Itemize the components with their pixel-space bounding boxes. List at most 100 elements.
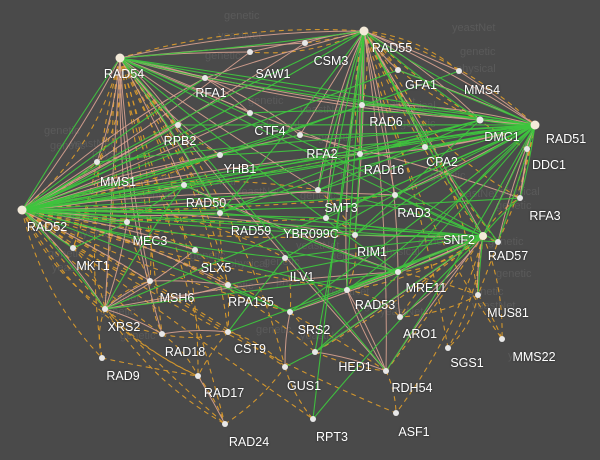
graph-node-cst9[interactable] bbox=[225, 329, 231, 335]
graph-node-ilv1[interactable] bbox=[282, 255, 288, 261]
graph-node-rad57[interactable] bbox=[495, 239, 501, 245]
edge-genetic bbox=[284, 257, 292, 313]
graph-node-rad3[interactable] bbox=[392, 192, 398, 198]
edge-physical bbox=[104, 308, 163, 335]
graph-node-rad50[interactable] bbox=[181, 182, 187, 188]
edge-yeastnet bbox=[482, 197, 521, 237]
graph-node-srs2[interactable] bbox=[287, 309, 293, 315]
graph-node-rfa1[interactable] bbox=[202, 75, 208, 81]
edge-yeastnet bbox=[424, 124, 536, 148]
graph-node-mre11[interactable] bbox=[395, 269, 401, 275]
edge-physical bbox=[119, 57, 185, 186]
edge-yeastnet bbox=[119, 57, 499, 243]
edge-yeastnet bbox=[325, 124, 536, 219]
graph-node-msh6[interactable] bbox=[147, 278, 153, 284]
graph-node-rad54[interactable] bbox=[115, 53, 125, 63]
graph-node-csm3[interactable] bbox=[302, 40, 308, 46]
graph-node-rad53[interactable] bbox=[344, 287, 350, 293]
edge-yeastnet bbox=[284, 235, 484, 259]
edge-physical bbox=[21, 57, 121, 211]
graph-node-smt3[interactable] bbox=[315, 187, 321, 193]
graph-node-rfa2[interactable] bbox=[297, 132, 303, 138]
graph-node-rad24[interactable] bbox=[222, 421, 228, 427]
graph-node-sgs1[interactable] bbox=[445, 345, 451, 351]
graph-node-rad51[interactable] bbox=[530, 120, 540, 130]
graph-node-rad55[interactable] bbox=[359, 26, 369, 36]
edge-yeastnet bbox=[21, 209, 291, 313]
edge-genetic bbox=[194, 249, 229, 286]
graph-node-ddc1[interactable] bbox=[524, 146, 530, 152]
edge-genetic bbox=[224, 366, 286, 425]
edge-genetic bbox=[399, 294, 479, 318]
graph-node-rad6[interactable] bbox=[359, 102, 365, 108]
graph-node-mus81[interactable] bbox=[475, 292, 481, 298]
graph-node-rad9[interactable] bbox=[99, 355, 105, 361]
edge-yeastnet bbox=[312, 235, 484, 420]
graph-node-mec3[interactable] bbox=[124, 219, 130, 225]
edge-physical bbox=[363, 30, 396, 196]
edge-yeastnet bbox=[249, 110, 536, 126]
graph-node-saw1[interactable] bbox=[247, 49, 253, 55]
edge-genetic bbox=[119, 57, 199, 377]
edge-physical bbox=[299, 30, 365, 136]
edge-yeastnet bbox=[21, 70, 460, 211]
edge-genetic bbox=[289, 311, 316, 353]
edge-yeastnet bbox=[482, 124, 536, 237]
edge-yeastnet bbox=[119, 57, 536, 126]
graph-node-rad59[interactable] bbox=[217, 210, 223, 216]
nodes-group[interactable] bbox=[17, 26, 540, 428]
edge-genetic bbox=[395, 235, 484, 414]
graph-node-asf1[interactable] bbox=[393, 410, 399, 416]
edge-genetic bbox=[447, 294, 479, 349]
edge-physical bbox=[104, 221, 128, 310]
edge-yeastnet bbox=[21, 112, 251, 211]
edge-genetic bbox=[21, 209, 286, 368]
graph-node-rpb2[interactable] bbox=[175, 122, 181, 128]
graph-node-rad18[interactable] bbox=[159, 331, 165, 337]
edge-yeastnet bbox=[21, 124, 536, 211]
graph-node-yhb1[interactable] bbox=[217, 152, 223, 158]
graph-node-aro1[interactable] bbox=[397, 314, 403, 320]
edge-yeastnet bbox=[314, 235, 484, 353]
graph-node-rad16[interactable] bbox=[357, 151, 363, 157]
edge-genetic bbox=[197, 375, 226, 425]
graph-node-rdh54[interactable] bbox=[383, 368, 389, 374]
graph-node-rpt3[interactable] bbox=[310, 416, 316, 422]
graph-node-mms4[interactable] bbox=[456, 68, 462, 74]
graph-node-slx5[interactable] bbox=[192, 247, 198, 253]
graph-node-mkt1[interactable] bbox=[70, 245, 76, 251]
edge-yeastnet bbox=[227, 284, 291, 313]
edge-yeastnet bbox=[21, 69, 399, 211]
graph-node-gfa1[interactable] bbox=[395, 67, 401, 73]
edge-genetic bbox=[219, 212, 229, 286]
graph-node-ctf4[interactable] bbox=[247, 110, 253, 116]
graph-node-xrs2[interactable] bbox=[102, 306, 108, 312]
edge-yeastnet bbox=[354, 119, 481, 236]
graph-node-rad52[interactable] bbox=[17, 205, 27, 215]
graph-node-snf2[interactable] bbox=[479, 232, 487, 240]
edge-yeastnet bbox=[477, 235, 484, 296]
graph-node-dmc1[interactable] bbox=[476, 116, 484, 124]
edge-yeastnet bbox=[104, 271, 399, 310]
edge-yeastnet bbox=[21, 119, 481, 211]
edge-genetic bbox=[119, 57, 286, 368]
edge-yeastnet bbox=[314, 30, 365, 353]
edge-physical bbox=[363, 30, 460, 72]
graph-node-rfa3[interactable] bbox=[517, 195, 523, 201]
graph-node-rad17[interactable] bbox=[195, 373, 201, 379]
graph-node-mms22[interactable] bbox=[499, 336, 505, 342]
edge-yeastnet bbox=[119, 57, 484, 237]
graph-node-ybr099c[interactable] bbox=[323, 215, 329, 221]
edge-genetic bbox=[21, 209, 356, 238]
graph-node-rpa135[interactable] bbox=[225, 282, 231, 288]
graph-node-cpa2[interactable] bbox=[422, 144, 428, 150]
edge-yeastnet bbox=[72, 221, 128, 249]
graph-node-gus1[interactable] bbox=[282, 364, 288, 370]
edge-genetic bbox=[346, 234, 357, 291]
graph-node-rim1[interactable] bbox=[352, 232, 358, 238]
graph-node-mms1[interactable] bbox=[94, 159, 100, 165]
graph-node-hed1[interactable] bbox=[312, 349, 318, 355]
edge-genetic bbox=[314, 351, 387, 372]
